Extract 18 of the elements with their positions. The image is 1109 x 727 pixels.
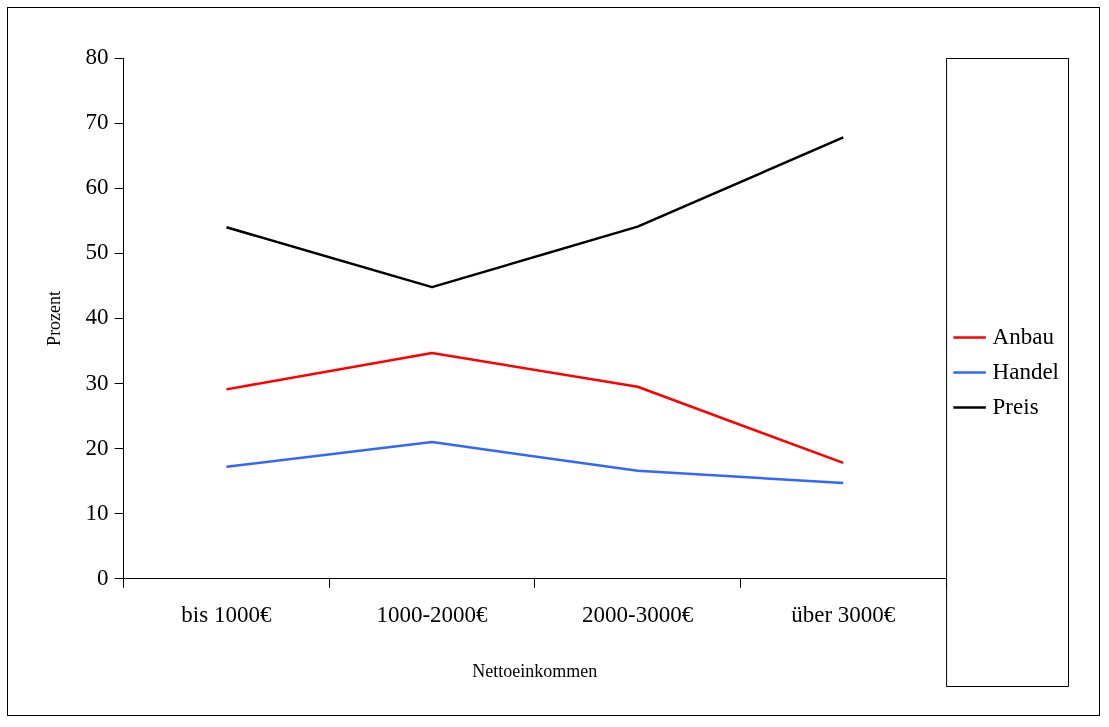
x-tick-label: 1000-2000€ <box>376 601 489 627</box>
y-tick-label: 60 <box>85 174 109 200</box>
y-tick-label: 70 <box>85 109 109 135</box>
y-tick-label: 20 <box>85 434 109 460</box>
legend-label: Anbau <box>992 323 1055 349</box>
x-tick-label: 2000-3000€ <box>582 601 694 627</box>
y-tick-label: 0 <box>97 564 109 590</box>
y-tick-label: 50 <box>85 239 109 265</box>
legend-label: Handel <box>992 358 1059 384</box>
x-tick-label: bis 1000€ <box>181 601 272 627</box>
y-tick-label: 10 <box>85 499 109 525</box>
x-axis-title: Nettoeinkommen <box>472 660 598 681</box>
y-axis-title: Prozent <box>43 290 64 346</box>
y-tick-label: 30 <box>85 369 109 395</box>
y-tick-label: 80 <box>85 44 109 70</box>
x-tick-label: über 3000€ <box>791 601 896 627</box>
y-tick-label: 40 <box>85 304 109 330</box>
legend-label: Preis <box>992 393 1039 419</box>
